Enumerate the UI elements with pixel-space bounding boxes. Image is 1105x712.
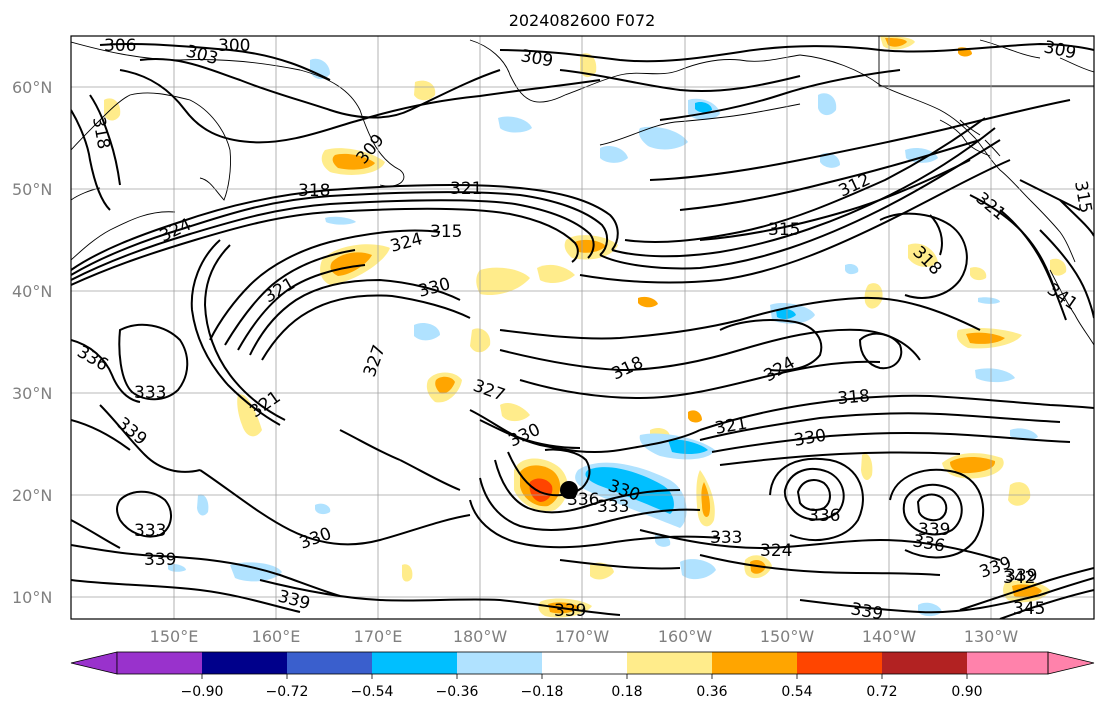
- contour-label: 315: [430, 222, 462, 242]
- lon-label: 150°E: [150, 627, 199, 646]
- colorbar-bin: [627, 652, 712, 674]
- lon-label: 160°E: [252, 627, 301, 646]
- lat-label: 30°N: [12, 384, 52, 403]
- contour-label: 318: [837, 386, 871, 409]
- colorbar-tick-label: −0.72: [266, 684, 309, 700]
- contour-label: 315: [768, 220, 800, 240]
- theta-contours: [71, 42, 1094, 619]
- map-panel: 306 303 300 309 309 318 309 318 321 324 …: [70, 35, 1095, 624]
- contour-label: 315: [1070, 179, 1095, 214]
- contour-label: 339: [1005, 566, 1037, 586]
- colorbar-bin: [712, 652, 797, 674]
- contour-label: 333: [134, 383, 166, 403]
- latitude-labels: 60°N 50°N 40°N 30°N 20°N 10°N: [12, 78, 52, 607]
- colorbar-bin: [117, 652, 202, 674]
- colorbar-bin: [797, 652, 882, 674]
- contour-label: 339: [849, 599, 884, 624]
- colorbar-tick-label: −0.90: [181, 684, 224, 700]
- lat-label: 20°N: [12, 486, 52, 505]
- contour-label: 300: [218, 36, 250, 56]
- contour-label: 342: [1003, 568, 1035, 588]
- colorbar-bin: [967, 652, 1048, 674]
- longitude-labels: 150°E 160°E 170°E 180°W 170°W 160°W 150°…: [150, 627, 1019, 646]
- contour-label: 306: [104, 36, 136, 56]
- colorbar: −0.90 −0.72 −0.54 −0.36 −0.18 0.18 0.36 …: [70, 651, 1095, 700]
- lon-label: 150°W: [760, 627, 815, 646]
- contour-label: 336: [808, 506, 840, 526]
- colorbar-outline: [116, 651, 1049, 675]
- lat-label: 60°N: [12, 78, 52, 97]
- colorbar-tick-label: −0.18: [521, 684, 564, 700]
- colorbar-bin: [882, 652, 967, 674]
- colorbar-tick-label: −0.36: [436, 684, 479, 700]
- colorbar-max-extend: [1047, 651, 1095, 675]
- map-border: [70, 35, 1095, 620]
- cyclone-center-marker: [560, 481, 578, 499]
- lon-label: 170°E: [354, 627, 403, 646]
- colorbar-bin: [457, 652, 542, 674]
- contour-label: 321: [450, 179, 482, 199]
- contour-label: 339: [144, 550, 176, 570]
- colorbar-bin: [542, 652, 627, 674]
- lon-label: 130°W: [964, 627, 1019, 646]
- lon-label: 180°W: [453, 627, 508, 646]
- lat-label: 40°N: [12, 282, 52, 301]
- lat-label: 50°N: [12, 180, 52, 199]
- contour-label: 339: [918, 520, 950, 540]
- colorbar-bin: [202, 652, 287, 674]
- colorbar-tick-label: 0.54: [781, 684, 812, 700]
- contour-label: 333: [710, 528, 742, 548]
- lon-label: 160°W: [658, 627, 713, 646]
- lat-label: 10°N: [12, 588, 52, 607]
- colorbar-tick-label: 0.90: [951, 684, 982, 700]
- lon-label: 170°W: [555, 627, 610, 646]
- colorbar-bin: [372, 652, 457, 674]
- colorbar-tick-label: 0.36: [696, 684, 727, 700]
- colorbar-tick-label: 0.18: [611, 684, 642, 700]
- contour-label: 339: [554, 601, 586, 621]
- contour-label: 318: [298, 181, 330, 201]
- colorbar-tick-label: −0.54: [351, 684, 394, 700]
- contour-label: 345: [1013, 599, 1045, 619]
- contour-label: 333: [597, 497, 629, 517]
- map-title: 2024082600 F072: [509, 11, 656, 30]
- colorbar-min-extend: [70, 651, 118, 675]
- lon-label: 140°W: [862, 627, 917, 646]
- colorbar-bin: [287, 652, 372, 674]
- contour-label: 324: [760, 541, 792, 561]
- gridlines: [71, 36, 1094, 619]
- colorbar-tick-label: 0.72: [866, 684, 897, 700]
- contour-label: 333: [134, 521, 166, 541]
